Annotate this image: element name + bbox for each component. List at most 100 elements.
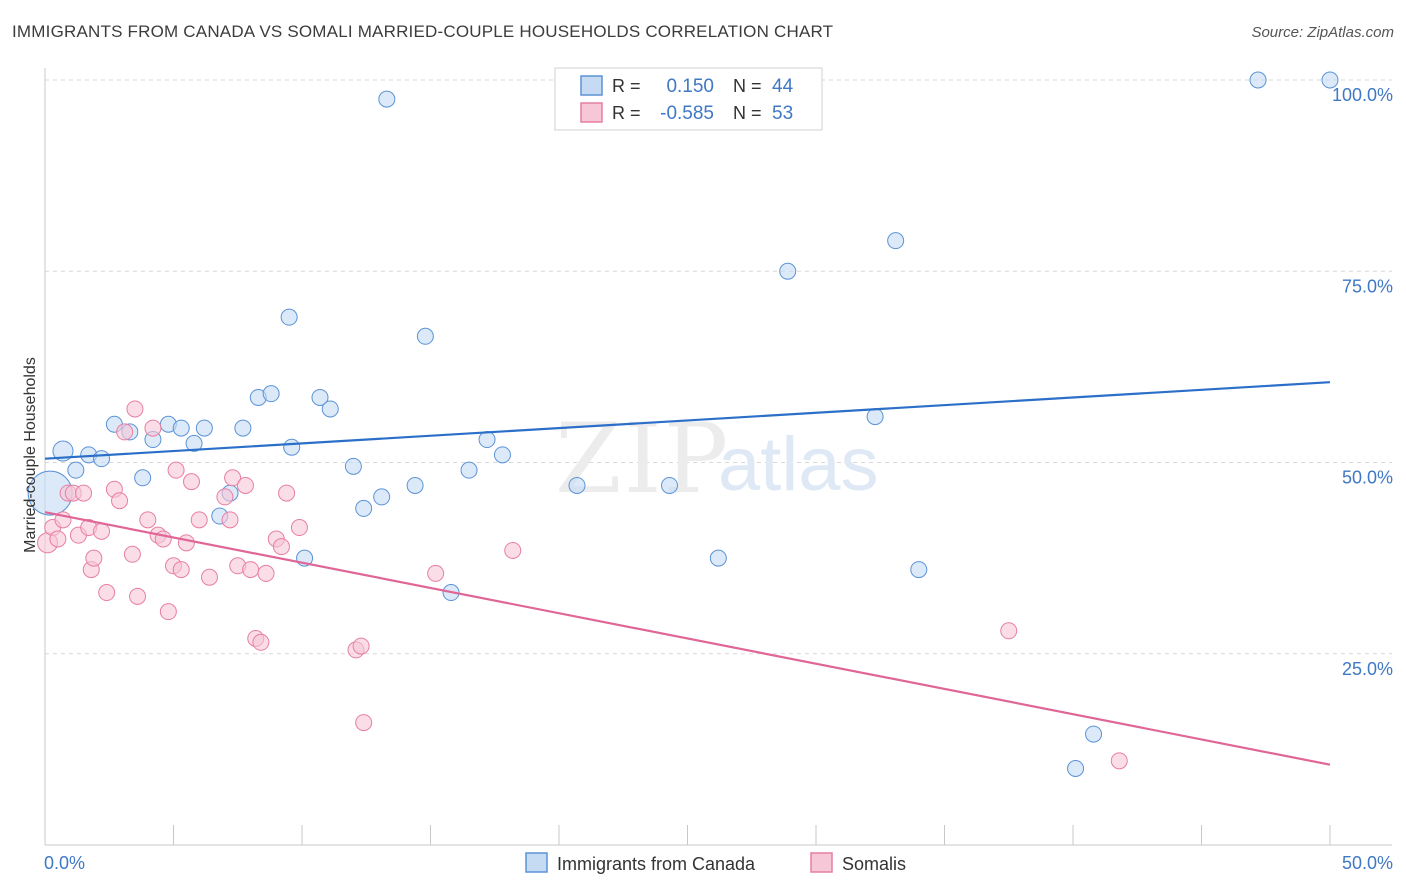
canada-point: [93, 450, 111, 468]
somali-point: [93, 522, 111, 540]
somali-point: [123, 545, 141, 563]
y-tick-label: 25.0%: [1342, 659, 1393, 679]
canada-point: [887, 232, 905, 250]
canada-trend-line: [44, 381, 1331, 460]
legend-bottom: Immigrants from Canada Somalis: [525, 852, 906, 874]
canada-point: [1067, 760, 1085, 777]
somali-point: [172, 561, 190, 579]
legend-swatch-blue: [580, 75, 603, 96]
y-tick-label: 75.0%: [1342, 276, 1393, 296]
canada-point: [910, 561, 928, 579]
somali-point: [352, 637, 370, 655]
x-tick-label: 50.0%: [1342, 853, 1393, 873]
trend-layer: [44, 381, 1331, 766]
somali-point: [272, 538, 290, 556]
legend-bottom-label-blue: Immigrants from Canada: [557, 854, 756, 874]
legend-top: R = 0.150 N = 44 R = -0.585 N = 53: [554, 67, 823, 131]
somali-point: [111, 492, 129, 510]
y-axis-label: Married-couple Households: [22, 357, 39, 553]
canada-point: [52, 440, 74, 462]
canada-point: [1249, 71, 1267, 89]
canada-point: [234, 419, 252, 437]
somali-point: [126, 400, 144, 418]
canada-point: [416, 327, 434, 345]
canada-point: [661, 476, 679, 494]
somali-point: [257, 564, 275, 582]
legend-r-value-pink: -0.585: [660, 103, 714, 124]
canada-point: [344, 457, 362, 475]
legend-bottom-swatch-pink: [810, 852, 833, 873]
somali-point: [355, 714, 373, 732]
watermark: ZIP atlas: [555, 403, 879, 515]
canada-point: [321, 400, 339, 418]
somali-point: [159, 603, 177, 621]
somali-point: [427, 564, 445, 582]
y-tick-label: 100.0%: [1332, 85, 1393, 105]
canada-point: [378, 90, 396, 108]
somali-point: [1110, 752, 1128, 770]
watermark-atlas: atlas: [718, 422, 879, 507]
chart-title: IMMIGRANTS FROM CANADA VS SOMALI MARRIED…: [12, 22, 834, 41]
somali-point: [98, 584, 116, 602]
somali-point: [221, 511, 239, 529]
somali-point: [116, 423, 134, 441]
somali-point: [224, 469, 242, 487]
canada-point: [779, 262, 797, 280]
legend-swatch-pink: [580, 102, 603, 123]
legend-r-value-blue: 0.150: [666, 76, 714, 97]
legend-n-label-blue: N =: [733, 76, 762, 96]
somali-point: [49, 530, 67, 548]
legend-bottom-swatch-blue: [525, 852, 548, 873]
canada-point: [568, 476, 586, 494]
somali-point: [167, 461, 185, 479]
somali-point: [190, 511, 208, 529]
canada-point: [1321, 71, 1339, 89]
legend-r-label-blue: R =: [612, 76, 641, 96]
legend-n-value-pink: 53: [772, 103, 793, 124]
somali-point: [504, 541, 522, 559]
canada-point: [406, 476, 424, 494]
canada-point: [373, 488, 391, 506]
somali-point: [290, 519, 308, 537]
canada-point: [262, 385, 280, 403]
canada-point: [134, 469, 152, 487]
somali-point: [177, 534, 195, 552]
somali-point: [75, 484, 93, 502]
legend-n-value-blue: 44: [772, 76, 794, 97]
canada-point: [478, 431, 496, 449]
legend-r-label-pink: R =: [612, 103, 641, 123]
somali-point: [129, 587, 147, 605]
somali-point: [139, 511, 157, 529]
x-tick-label: 0.0%: [44, 853, 85, 873]
grid-layer: [45, 79, 1392, 655]
watermark-zip: ZIP: [555, 403, 730, 515]
canada-point: [280, 308, 298, 326]
somali-point: [1000, 622, 1018, 640]
canada-point: [355, 499, 373, 517]
somali-point: [200, 568, 218, 586]
somali-point: [216, 488, 234, 506]
somali-point: [242, 561, 260, 579]
somali-point: [252, 633, 270, 651]
source-credit: Source: ZipAtlas.com: [1251, 24, 1394, 41]
canada-point: [283, 438, 301, 456]
y-tick-label: 50.0%: [1342, 468, 1393, 488]
canada-point: [195, 419, 213, 437]
somali-point: [236, 476, 254, 494]
canada-point: [67, 461, 85, 479]
legend-n-label-pink: N =: [733, 103, 762, 123]
somali-point: [278, 484, 296, 502]
somali-trend-line: [44, 511, 1331, 766]
points-layer: [27, 71, 1339, 777]
canada-point: [1085, 725, 1103, 743]
canada-point: [460, 461, 478, 479]
canada-point: [185, 434, 203, 452]
somali-point: [85, 549, 103, 567]
legend-bottom-label-pink: Somalis: [842, 854, 906, 874]
canada-point: [311, 388, 329, 406]
somali-point: [182, 473, 200, 491]
canada-point: [709, 549, 727, 567]
somali-point: [144, 419, 162, 437]
